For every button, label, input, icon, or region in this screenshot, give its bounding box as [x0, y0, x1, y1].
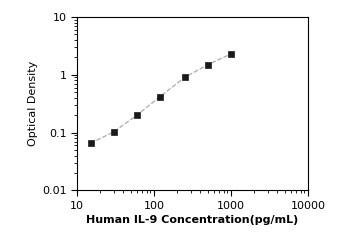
X-axis label: Human IL-9 Concentration(pg/mL): Human IL-9 Concentration(pg/mL)	[86, 215, 299, 225]
Y-axis label: Optical Density: Optical Density	[28, 61, 38, 146]
